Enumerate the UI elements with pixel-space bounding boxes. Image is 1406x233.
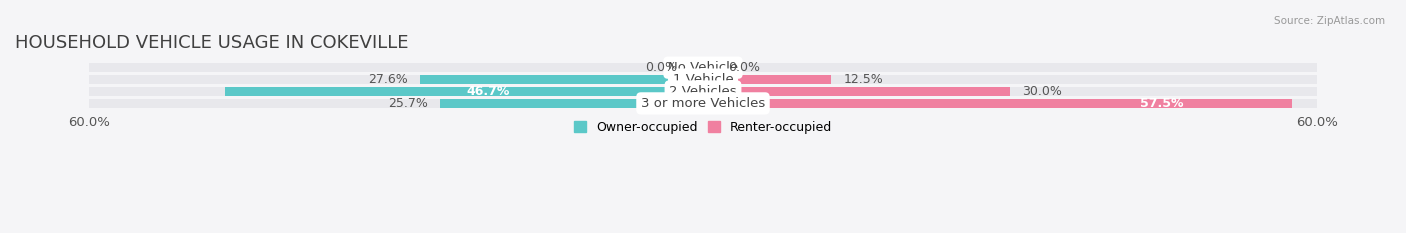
Text: 12.5%: 12.5%: [844, 73, 883, 86]
Bar: [703, 99, 1292, 108]
Text: 2 Vehicles: 2 Vehicles: [669, 85, 737, 98]
Bar: [89, 75, 1317, 84]
Bar: [89, 63, 1317, 72]
Text: 0.0%: 0.0%: [728, 61, 761, 74]
Text: No Vehicle: No Vehicle: [668, 61, 738, 74]
Bar: [703, 87, 1010, 96]
Text: 30.0%: 30.0%: [1022, 85, 1063, 98]
Text: 1 Vehicle: 1 Vehicle: [672, 73, 734, 86]
Text: 27.6%: 27.6%: [368, 73, 408, 86]
Text: 0.0%: 0.0%: [645, 61, 678, 74]
Bar: [440, 99, 703, 108]
Text: 57.5%: 57.5%: [1140, 97, 1184, 110]
Text: 46.7%: 46.7%: [467, 85, 509, 98]
Text: 3 or more Vehicles: 3 or more Vehicles: [641, 97, 765, 110]
Text: 25.7%: 25.7%: [388, 97, 427, 110]
Bar: [420, 75, 703, 84]
Bar: [225, 87, 703, 96]
Text: Source: ZipAtlas.com: Source: ZipAtlas.com: [1274, 16, 1385, 26]
Bar: [89, 99, 1317, 108]
Text: HOUSEHOLD VEHICLE USAGE IN COKEVILLE: HOUSEHOLD VEHICLE USAGE IN COKEVILLE: [15, 34, 409, 52]
Legend: Owner-occupied, Renter-occupied: Owner-occupied, Renter-occupied: [574, 121, 832, 134]
Bar: [703, 75, 831, 84]
Bar: [89, 87, 1317, 96]
